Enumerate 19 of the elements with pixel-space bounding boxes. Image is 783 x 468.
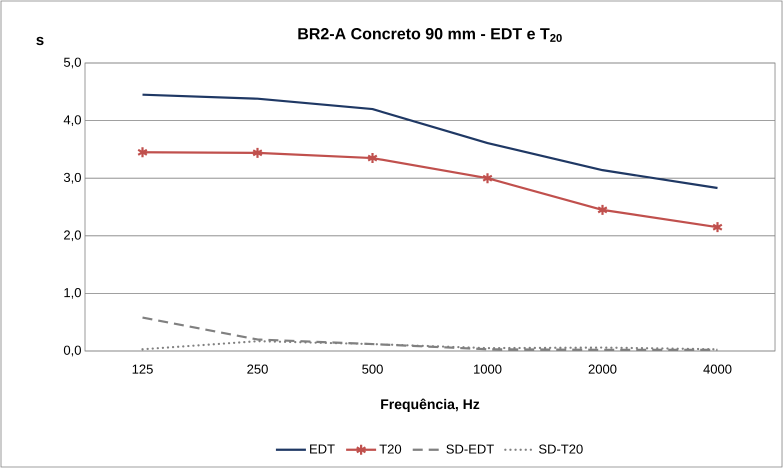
legend-label: EDT xyxy=(310,444,335,454)
x-tick-label: 2000 xyxy=(588,364,616,374)
x-tick-label: 4000 xyxy=(703,364,732,374)
y-tick-label: 3,0 xyxy=(64,172,81,184)
y-tick-label: 1,0 xyxy=(64,288,81,299)
y-tick-label: 5,0 xyxy=(64,58,81,68)
y-axis-title: s xyxy=(36,36,44,46)
x-tick-label: 1000 xyxy=(474,364,502,374)
x-axis-title: Frequência, Hz xyxy=(381,398,480,412)
legend-label: T20 xyxy=(380,444,402,454)
x-tick-label: 500 xyxy=(362,364,383,374)
x-tick-label: 125 xyxy=(132,364,153,374)
legend-label: SD-EDT xyxy=(446,444,494,454)
y-tick-label: 0,0 xyxy=(64,346,81,356)
chart-title: BR2-A Concreto 90 mm - EDT e T$_{20}$ xyxy=(298,28,562,42)
y-tick-label: 4,0 xyxy=(64,115,81,126)
x-tick-label: 250 xyxy=(247,364,268,374)
legend-label: SD-T20 xyxy=(539,444,583,454)
y-tick-label: 2,0 xyxy=(64,230,81,242)
